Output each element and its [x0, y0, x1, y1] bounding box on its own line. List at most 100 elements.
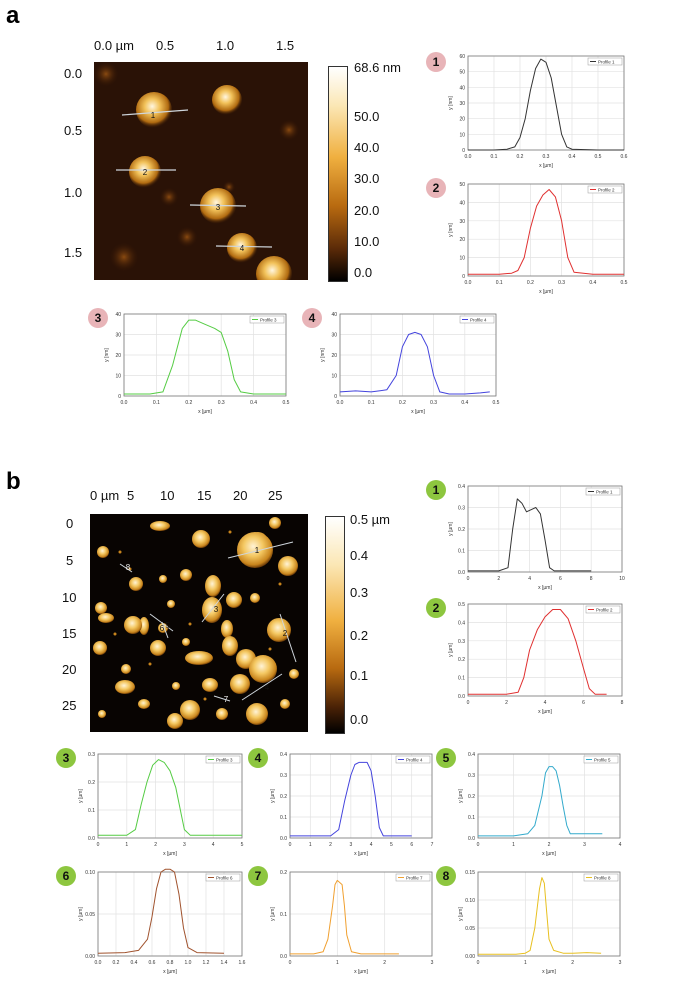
legend-label: Profile 1: [598, 59, 615, 64]
afm-profile-number: 4: [265, 683, 270, 692]
x-tick-label: 3: [583, 842, 586, 848]
profile-line: [478, 766, 603, 837]
x-tick-label: 8: [590, 576, 593, 582]
legend-label: Profile 6: [216, 875, 233, 880]
x-tick-label: 0: [97, 842, 100, 848]
afm-profile-number: 5: [166, 621, 171, 630]
legend-box: [249, 315, 285, 324]
x-tick-label: 0.1: [491, 154, 498, 160]
afm-b-y-tick: 25: [62, 698, 77, 713]
x-tick-label: 2: [329, 842, 332, 848]
x-tick-label: 0.6: [621, 154, 628, 160]
profile-badge: 4: [248, 748, 268, 768]
x-tick-label: 0.2: [527, 280, 534, 286]
afm-b-y-tick: 10: [62, 590, 77, 605]
x-tick-label: 1: [336, 960, 339, 966]
y-tick-label: 0.4: [458, 620, 465, 626]
legend-box: [395, 873, 431, 882]
y-tick-label: 10: [331, 374, 337, 380]
afm-profile-number: 8: [126, 563, 131, 572]
x-tick-label: 0: [477, 960, 480, 966]
x-tick-label: 1.0: [185, 960, 192, 966]
x-axis-label: x [µm]: [411, 409, 425, 415]
plot-frame: [339, 313, 497, 397]
afm-profile-number: 3: [214, 605, 219, 614]
y-axis-label: y [nm]: [448, 223, 454, 237]
afm-b-y-tick: 0: [66, 516, 74, 531]
x-axis-label: x [µm]: [539, 289, 553, 295]
x-tick-label: 5: [241, 842, 244, 848]
x-tick-label: 4: [528, 576, 531, 582]
colorbar-b: [325, 516, 345, 734]
profile-plot-a4: 0.0 0.1 0.2 0.3 0.4 0.5 0 10 20 30 40 x [µm] y [nm] P…: [318, 310, 502, 416]
x-axis-label: x [µm]: [542, 969, 556, 975]
x-tick-label: 2: [383, 960, 386, 966]
profile-plot-a1: 0.0 0.1 0.2 0.3 0.4 0.5 0.6 0 10 20 30 40 50 60 x [µm]…: [446, 52, 630, 170]
x-tick-label: 2: [497, 576, 500, 582]
x-tick-label: 0.5: [493, 400, 500, 406]
x-tick-label: 0.6: [149, 960, 156, 966]
plot-frame: [477, 753, 621, 839]
x-tick-label: 0.4: [131, 960, 138, 966]
colorbar-b-label: 0.0: [350, 712, 369, 727]
y-tick-label: 0.4: [458, 484, 465, 490]
y-tick-label: 0.1: [458, 676, 465, 682]
y-tick-label: 20: [459, 117, 465, 123]
y-axis-label: y [µm]: [78, 907, 84, 921]
x-tick-label: 0.0: [121, 400, 128, 406]
x-tick-label: 3: [431, 960, 434, 966]
x-tick-label: 0.4: [461, 400, 468, 406]
colorbar-a: [328, 66, 348, 282]
afm-profile-number: 3: [216, 203, 221, 212]
y-tick-label: 0.0: [468, 836, 475, 842]
profile-line: [290, 761, 412, 837]
profile-line: [98, 759, 242, 836]
y-tick-label: 40: [459, 85, 465, 91]
y-tick-label: 0.2: [458, 657, 465, 663]
y-tick-label: 40: [331, 312, 337, 318]
profile-line: [339, 331, 490, 395]
x-tick-label: 0.3: [218, 400, 225, 406]
y-tick-label: 30: [459, 101, 465, 107]
y-axis-label: y [nm]: [104, 348, 110, 362]
x-axis-label: x [µm]: [542, 851, 556, 857]
x-tick-label: 0.3: [430, 400, 437, 406]
y-tick-label: 20: [115, 353, 121, 359]
profile-line: [290, 879, 399, 955]
x-tick-label: 4: [619, 842, 622, 848]
afm-a-y-tick: 0.5: [64, 123, 83, 138]
y-axis-label: y [µm]: [270, 907, 276, 921]
x-tick-label: 0: [289, 842, 292, 848]
y-tick-label: 0: [118, 394, 121, 400]
x-tick-label: 0.3: [558, 280, 565, 286]
profile-line: [468, 189, 624, 275]
afm-profile-number: 6: [160, 624, 165, 633]
y-tick-label: 0.0: [280, 954, 287, 960]
plot-frame: [467, 485, 623, 573]
profile-chart-svg: 0 1 2 3 4 5 6 7 0.0 0.1 0.2 0.3 0.4 x [µm] y [µm] Profi…: [270, 752, 434, 857]
x-tick-label: 0.2: [185, 400, 192, 406]
profile-chart-svg: 0.0 0.1 0.2 0.3 0.4 0.5 0 10 20 30 40 50 x [µm] y [nm…: [448, 182, 628, 295]
x-tick-label: 1.4: [221, 960, 228, 966]
y-tick-label: 0.3: [88, 752, 95, 758]
y-tick-label: 0.0: [88, 836, 95, 842]
x-tick-label: 0.1: [496, 280, 503, 286]
x-tick-label: 8: [621, 700, 624, 706]
y-tick-label: 30: [115, 333, 121, 339]
profile-plot-b4: 0 1 2 3 4 5 6 7 0.0 0.1 0.2 0.3 0.4 x [µm] y [µm] Profi…: [268, 750, 438, 858]
afm-profile-number: 2: [143, 168, 148, 177]
x-tick-label: 2: [548, 842, 551, 848]
x-tick-label: 7: [431, 842, 434, 848]
colorbar-b-label: 0.4: [350, 548, 369, 563]
x-axis-label: x [µm]: [354, 851, 368, 857]
y-axis-label: y [µm]: [458, 789, 464, 803]
y-tick-label: 0.2: [280, 870, 287, 876]
colorbar-a-label: 30.0: [354, 171, 380, 186]
afm-a-x-tick: 1.0: [216, 38, 235, 53]
afm-profile-number: 2: [283, 629, 288, 638]
x-tick-label: 5: [390, 842, 393, 848]
x-tick-label: 0.2: [517, 154, 524, 160]
legend-box: [205, 873, 241, 882]
legend-label: Profile 3: [216, 757, 233, 762]
y-tick-label: 10: [459, 132, 465, 138]
